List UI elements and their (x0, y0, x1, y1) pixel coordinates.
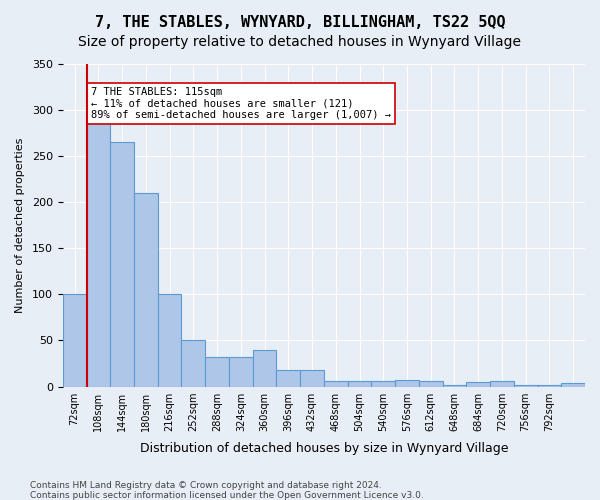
Text: Contains public sector information licensed under the Open Government Licence v3: Contains public sector information licen… (30, 491, 424, 500)
Bar (300, 370, 324, 386)
Y-axis label: Number of detached properties: Number of detached properties (15, 138, 25, 313)
Bar (277, 370, 300, 386)
Text: Contains HM Land Registry data © Crown copyright and database right 2024.: Contains HM Land Registry data © Crown c… (30, 481, 382, 490)
Bar (466, 382, 490, 386)
Bar (490, 381, 514, 386)
Bar (229, 357, 253, 386)
Bar (395, 380, 419, 386)
Bar (419, 381, 443, 386)
Bar (110, 142, 134, 386)
Bar (443, 384, 466, 386)
Bar (371, 381, 395, 386)
Text: 7, THE STABLES, WYNYARD, BILLINGHAM, TS22 5QQ: 7, THE STABLES, WYNYARD, BILLINGHAM, TS2… (95, 15, 505, 30)
Bar (538, 384, 561, 386)
Bar (514, 384, 538, 386)
Bar (347, 381, 371, 386)
Bar (561, 383, 585, 386)
Bar (63, 294, 86, 386)
Bar (158, 294, 181, 386)
X-axis label: Distribution of detached houses by size in Wynyard Village: Distribution of detached houses by size … (140, 442, 508, 455)
Bar (181, 340, 205, 386)
Text: 7 THE STABLES: 115sqm
← 11% of detached houses are smaller (121)
89% of semi-det: 7 THE STABLES: 115sqm ← 11% of detached … (91, 87, 391, 120)
Bar (86, 120, 110, 386)
Bar (205, 357, 229, 386)
Bar (134, 193, 158, 386)
Text: Size of property relative to detached houses in Wynyard Village: Size of property relative to detached ho… (79, 35, 521, 49)
Bar (324, 381, 347, 386)
Bar (253, 350, 277, 387)
